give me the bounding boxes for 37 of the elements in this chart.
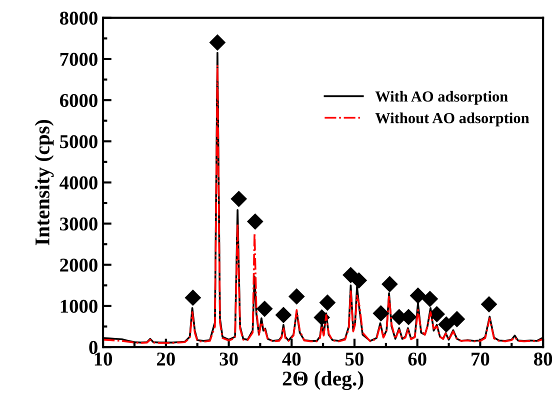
y-axis-title: Intensity (cps) <box>34 120 54 246</box>
point <box>209 34 226 51</box>
legend-label: With AO adsorption <box>375 90 508 105</box>
x-tick-label: 20 <box>157 352 175 366</box>
x-tick-label: 60 <box>408 352 426 366</box>
point <box>230 190 248 208</box>
point <box>438 316 454 333</box>
point <box>256 300 273 318</box>
point <box>246 213 264 230</box>
x-tick-label: 70 <box>472 352 490 366</box>
y-tick-label: 6000 <box>60 94 98 108</box>
x-axis-title: 2Θ (deg.) <box>282 370 364 390</box>
y-tick-label: 7000 <box>60 52 98 66</box>
y-tick-label: 2000 <box>60 258 98 272</box>
point <box>422 290 438 308</box>
x-tick-label: 80 <box>534 352 552 366</box>
point <box>448 310 466 328</box>
point <box>381 276 398 292</box>
y-tick-label: 0 <box>89 340 98 354</box>
legend-label: Without AO adsorption <box>375 112 530 126</box>
point <box>372 305 390 322</box>
y-tick-label: 8000 <box>60 12 98 25</box>
point <box>350 272 368 289</box>
y-tick-label: 3000 <box>60 217 98 231</box>
point <box>410 287 426 304</box>
x-tick-label: 30 <box>220 352 238 366</box>
point <box>288 288 305 305</box>
point <box>275 306 292 324</box>
point <box>184 289 202 306</box>
x-tick-label: 40 <box>282 352 301 366</box>
x-tick-label: 50 <box>346 352 364 366</box>
x-tick-label: 10 <box>94 352 112 366</box>
y-tick-label: 4000 <box>60 176 98 190</box>
point <box>319 294 336 311</box>
point <box>480 296 498 312</box>
y-tick-label: 5000 <box>60 135 98 148</box>
y-tick-label: 1000 <box>60 300 98 313</box>
